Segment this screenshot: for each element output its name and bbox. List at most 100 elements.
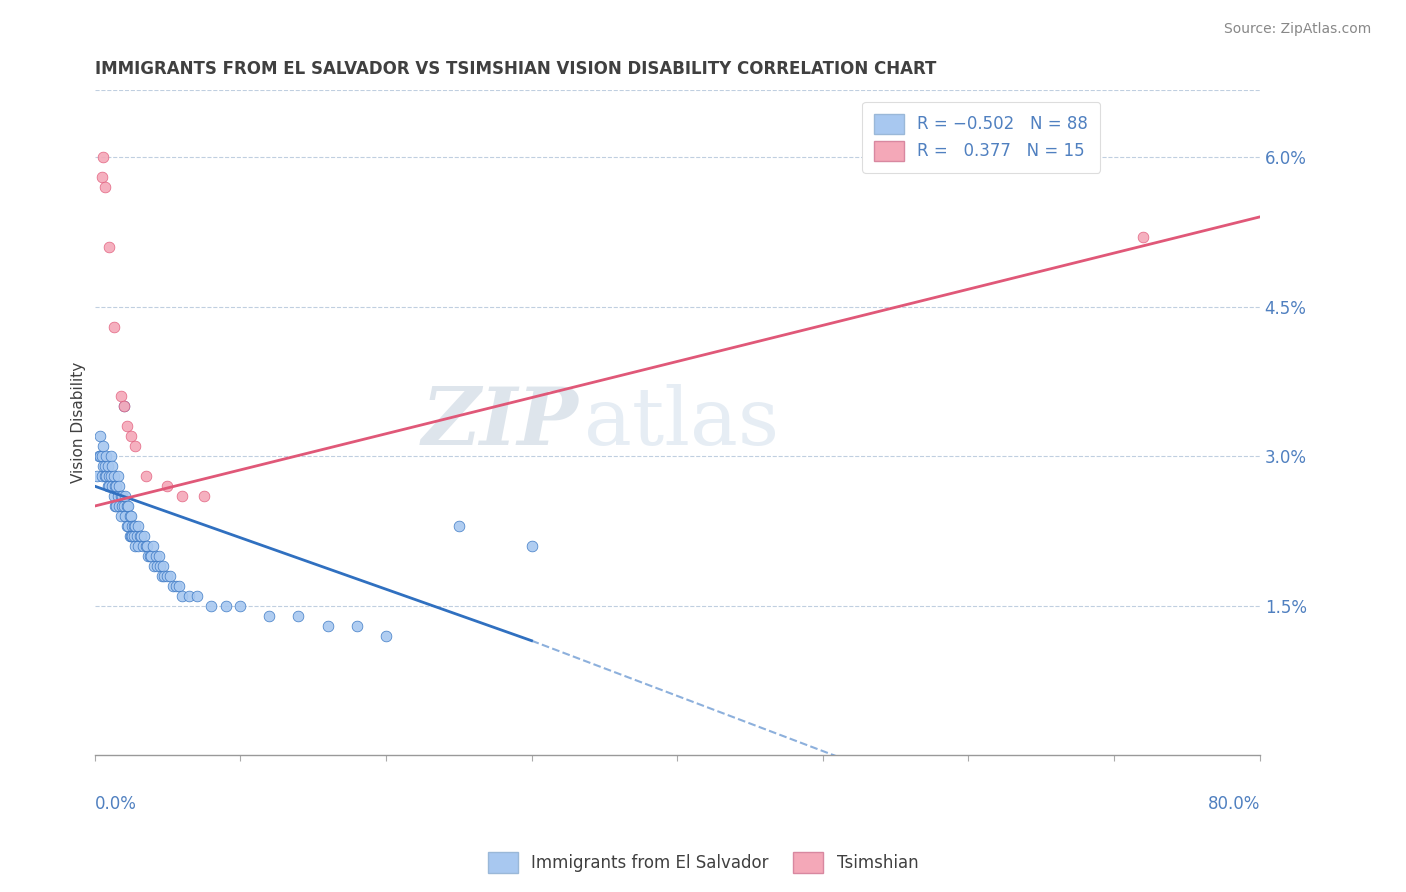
Point (108, 499, 131, 513)
Point (118, 529, 141, 543)
Point (94, 469, 117, 483)
Point (179, 589, 201, 603)
Point (118, 509, 141, 524)
Point (132, 529, 155, 543)
Point (170, 489, 193, 503)
Point (159, 569, 181, 583)
Text: IMMIGRANTS FROM EL SALVADOR VS TSIMSHIAN VISION DISABILITY CORRELATION CHART: IMMIGRANTS FROM EL SALVADOR VS TSIMSHIAN… (94, 60, 936, 78)
Point (112, 499, 135, 513)
Text: 80.0%: 80.0% (1208, 796, 1260, 814)
Point (200, 599, 222, 613)
Point (124, 539, 146, 553)
Point (120, 529, 142, 543)
Point (136, 539, 159, 553)
Point (121, 519, 143, 533)
Point (259, 608, 281, 623)
Point (104, 479, 127, 493)
Point (152, 558, 174, 573)
Point (115, 499, 138, 513)
Point (374, 629, 396, 643)
Point (162, 579, 184, 593)
Point (94, 180, 117, 194)
Point (111, 489, 134, 503)
Point (90, 469, 112, 483)
Point (86, 469, 108, 483)
Point (100, 449, 122, 463)
Point (447, 519, 470, 533)
Point (90, 449, 112, 463)
Point (287, 608, 309, 623)
Point (135, 469, 157, 483)
Point (98, 469, 121, 483)
Point (124, 519, 146, 533)
Point (117, 499, 139, 513)
Point (193, 489, 215, 503)
Point (105, 479, 128, 493)
Point (111, 499, 134, 513)
Point (94, 459, 117, 474)
Point (186, 589, 208, 603)
Point (139, 549, 162, 563)
Point (114, 509, 136, 524)
Point (107, 489, 129, 503)
Point (149, 558, 172, 573)
Point (520, 539, 543, 553)
Point (129, 529, 152, 543)
Point (103, 469, 125, 483)
Point (128, 529, 150, 543)
Point (100, 469, 122, 483)
Point (103, 489, 125, 503)
Point (120, 509, 142, 524)
Point (153, 569, 176, 583)
Point (112, 400, 135, 414)
Point (148, 549, 170, 563)
Point (120, 429, 142, 443)
Point (107, 469, 129, 483)
Point (104, 499, 127, 513)
Point (138, 549, 160, 563)
Point (131, 539, 153, 553)
Point (96, 469, 118, 483)
Text: 0.0%: 0.0% (94, 796, 136, 814)
Point (114, 489, 136, 503)
Point (1132, 230, 1154, 244)
Point (121, 529, 143, 543)
Point (141, 549, 163, 563)
Point (156, 569, 179, 583)
Text: ZIP: ZIP (422, 384, 578, 461)
Point (143, 558, 166, 573)
Point (90, 169, 112, 184)
Point (127, 539, 149, 553)
Point (124, 439, 146, 453)
Point (97, 459, 120, 474)
Point (89, 449, 111, 463)
Point (117, 519, 139, 533)
Point (98, 240, 121, 254)
Point (108, 479, 131, 493)
Point (98, 479, 121, 493)
Point (229, 599, 252, 613)
Point (150, 569, 173, 583)
Point (91, 459, 114, 474)
Point (122, 529, 145, 543)
Point (89, 429, 111, 443)
Point (214, 599, 236, 613)
Legend: R = −0.502   N = 88, R =   0.377   N = 15: R = −0.502 N = 88, R = 0.377 N = 15 (862, 102, 1099, 172)
Point (110, 389, 132, 403)
Legend: Immigrants from El Salvador, Tsimshian: Immigrants from El Salvador, Tsimshian (481, 846, 925, 880)
Point (103, 319, 125, 334)
Point (316, 618, 339, 632)
Text: Source: ZipAtlas.com: Source: ZipAtlas.com (1223, 22, 1371, 37)
Point (115, 419, 138, 434)
Point (346, 618, 368, 632)
Point (142, 539, 165, 553)
Point (101, 479, 124, 493)
Point (122, 519, 145, 533)
Point (125, 529, 148, 543)
Point (105, 499, 128, 513)
Point (115, 519, 138, 533)
Point (101, 459, 124, 474)
Point (170, 589, 193, 603)
Point (91, 150, 114, 164)
Point (165, 579, 187, 593)
